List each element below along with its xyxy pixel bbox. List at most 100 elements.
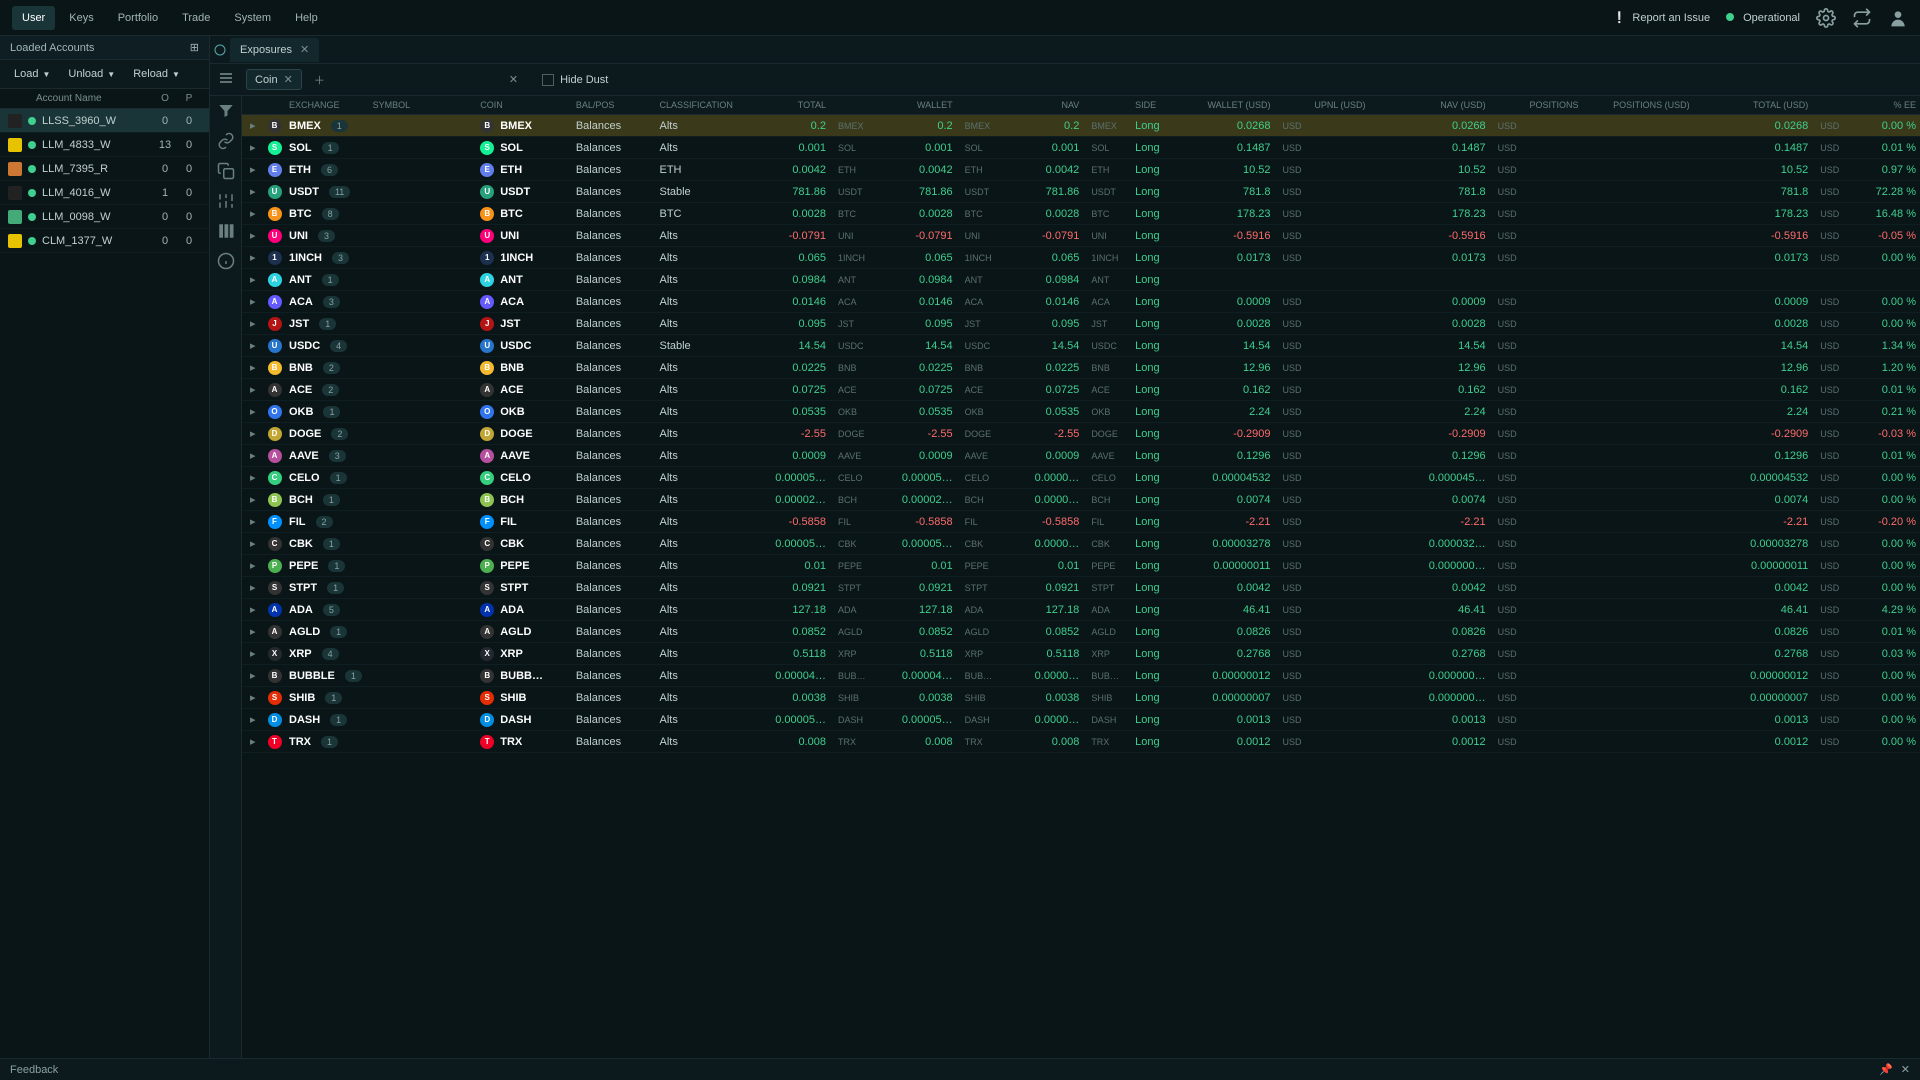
hide-dust-toggle[interactable]: Hide Dust: [542, 74, 608, 86]
col-header[interactable]: BAL/POS: [572, 96, 656, 115]
checkbox-icon[interactable]: [542, 74, 554, 86]
expand-icon[interactable]: ▸: [242, 687, 264, 709]
table-row[interactable]: ▸ 1 1INCH3 11INCH Balances Alts 0.065 1I…: [242, 247, 1920, 269]
table-row[interactable]: ▸ C CELO1 CCELO Balances Alts 0.00005… C…: [242, 467, 1920, 489]
expand-icon[interactable]: ▸: [242, 577, 264, 599]
table-row[interactable]: ▸ S SOL1 SSOL Balances Alts 0.001 SOL 0.…: [242, 137, 1920, 159]
info-icon[interactable]: [217, 252, 235, 270]
menu-item-system[interactable]: System: [224, 6, 281, 30]
report-issue-link[interactable]: ❕ Report an Issue: [1613, 11, 1710, 24]
col-header[interactable]: [1275, 96, 1311, 115]
account-row[interactable]: LLM_7395_R 0 0: [0, 157, 209, 181]
table-row[interactable]: ▸ J JST1 JJST Balances Alts 0.095 JST 0.…: [242, 313, 1920, 335]
table-row[interactable]: ▸ U UNI3 UUNI Balances Alts -0.0791 UNI …: [242, 225, 1920, 247]
close-icon[interactable]: ✕: [300, 43, 309, 56]
columns-icon[interactable]: [217, 222, 235, 240]
copy-icon[interactable]: [217, 162, 235, 180]
expand-icon[interactable]: ▸: [242, 665, 264, 687]
col-header[interactable]: POSITIONS: [1525, 96, 1609, 115]
table-row[interactable]: ▸ P PEPE1 PPEPE Balances Alts 0.01 PEPE …: [242, 555, 1920, 577]
reload-button[interactable]: Reload ▼: [125, 64, 188, 84]
link-icon[interactable]: [217, 132, 235, 150]
col-header[interactable]: TOTAL: [751, 96, 830, 115]
table-row[interactable]: ▸ T TRX1 TTRX Balances Alts 0.008 TRX 0.…: [242, 731, 1920, 753]
table-row[interactable]: ▸ X XRP4 XXRP Balances Alts 0.5118 XRP 0…: [242, 643, 1920, 665]
expand-icon[interactable]: ▸: [242, 621, 264, 643]
filter-icon[interactable]: [217, 102, 235, 120]
sidebar-menu-icon[interactable]: ⊞: [190, 41, 199, 54]
expand-icon[interactable]: ▸: [242, 115, 264, 137]
col-header[interactable]: [1812, 96, 1848, 115]
expand-icon[interactable]: ▸: [242, 137, 264, 159]
menu-item-trade[interactable]: Trade: [172, 6, 220, 30]
feedback-link[interactable]: Feedback: [10, 1064, 58, 1076]
col-header[interactable]: [1490, 96, 1526, 115]
col-header[interactable]: % EE: [1848, 96, 1920, 115]
expand-icon[interactable]: ▸: [242, 379, 264, 401]
table-row[interactable]: ▸ U USDC4 UUSDC Balances Stable 14.54 US…: [242, 335, 1920, 357]
expand-icon[interactable]: ▸: [242, 467, 264, 489]
col-header[interactable]: WALLET: [878, 96, 957, 115]
table-row[interactable]: ▸ B BCH1 BBCH Balances Alts 0.00002… BCH…: [242, 489, 1920, 511]
table-row[interactable]: ▸ A ACE2 AACE Balances Alts 0.0725 ACE 0…: [242, 379, 1920, 401]
col-header[interactable]: EXCHANGE: [285, 96, 369, 115]
col-header[interactable]: NAV (USD): [1394, 96, 1490, 115]
col-header[interactable]: NAV: [1004, 96, 1083, 115]
table-row[interactable]: ▸ B BNB2 BBNB Balances Alts 0.0225 BNB 0…: [242, 357, 1920, 379]
table-row[interactable]: ▸ F FIL2 FFIL Balances Alts -0.5858 FIL …: [242, 511, 1920, 533]
clear-search-icon[interactable]: ✕: [509, 73, 518, 86]
menu-item-keys[interactable]: Keys: [59, 6, 103, 30]
expand-icon[interactable]: ▸: [242, 357, 264, 379]
table-row[interactable]: ▸ B BUBBLE1 BBUBB… Balances Alts 0.00004…: [242, 665, 1920, 687]
expand-icon[interactable]: ▸: [242, 313, 264, 335]
col-header[interactable]: [242, 96, 264, 115]
settings-icon[interactable]: [1816, 8, 1836, 28]
expand-icon[interactable]: ▸: [242, 159, 264, 181]
search-input[interactable]: [337, 72, 517, 87]
expand-icon[interactable]: ▸: [242, 511, 264, 533]
tab-exposures[interactable]: Exposures ✕: [230, 38, 319, 62]
sliders-icon[interactable]: [217, 192, 235, 210]
account-row[interactable]: LLM_4833_W 13 0: [0, 133, 209, 157]
col-header[interactable]: SIDE: [1131, 96, 1179, 115]
expand-icon[interactable]: ▸: [242, 599, 264, 621]
expand-icon[interactable]: ▸: [242, 291, 264, 313]
table-row[interactable]: ▸ B BMEX1 BBMEX Balances Alts 0.2 BMEX 0…: [242, 115, 1920, 137]
expand-icon[interactable]: ▸: [242, 269, 264, 291]
col-header[interactable]: WALLET (USD): [1179, 96, 1275, 115]
expand-icon[interactable]: ▸: [242, 643, 264, 665]
col-header[interactable]: SYMBOL: [369, 96, 477, 115]
col-header[interactable]: CLASSIFICATION: [655, 96, 751, 115]
table-scroll[interactable]: EXCHANGESYMBOLCOINBAL/POSCLASSIFICATIONT…: [242, 96, 1920, 1058]
account-row[interactable]: LLM_4016_W 1 0: [0, 181, 209, 205]
col-header[interactable]: UPNL (USD): [1310, 96, 1394, 115]
expand-icon[interactable]: ▸: [242, 533, 264, 555]
user-icon[interactable]: [1888, 8, 1908, 28]
expand-icon[interactable]: ▸: [242, 181, 264, 203]
expand-icon[interactable]: ▸: [242, 555, 264, 577]
table-row[interactable]: ▸ A ADA5 AADA Balances Alts 127.18 ADA 1…: [242, 599, 1920, 621]
col-header[interactable]: [957, 96, 1005, 115]
table-row[interactable]: ▸ A ACA3 AACA Balances Alts 0.0146 ACA 0…: [242, 291, 1920, 313]
footer-pin-icon[interactable]: 📌: [1879, 1063, 1893, 1076]
expand-icon[interactable]: ▸: [242, 731, 264, 753]
menu-item-portfolio[interactable]: Portfolio: [108, 6, 168, 30]
col-header[interactable]: COIN: [476, 96, 572, 115]
table-row[interactable]: ▸ E ETH6 EETH Balances ETH 0.0042 ETH 0.…: [242, 159, 1920, 181]
col-header[interactable]: [830, 96, 878, 115]
table-row[interactable]: ▸ D DASH1 DDASH Balances Alts 0.00005… D…: [242, 709, 1920, 731]
expand-icon[interactable]: ▸: [242, 445, 264, 467]
table-row[interactable]: ▸ C CBK1 CCBK Balances Alts 0.00005… CBK…: [242, 533, 1920, 555]
expand-icon[interactable]: ▸: [242, 423, 264, 445]
col-header[interactable]: [264, 96, 286, 115]
col-header[interactable]: TOTAL (USD): [1717, 96, 1813, 115]
tab-nav-icon[interactable]: [214, 44, 226, 56]
add-filter-icon[interactable]: ＋: [314, 72, 325, 88]
filter-chip-coin[interactable]: Coin ✕: [246, 69, 302, 90]
expand-icon[interactable]: ▸: [242, 709, 264, 731]
col-header[interactable]: POSITIONS (USD): [1609, 96, 1717, 115]
table-row[interactable]: ▸ A ANT1 AANT Balances Alts 0.0984 ANT 0…: [242, 269, 1920, 291]
expand-icon[interactable]: ▸: [242, 247, 264, 269]
table-row[interactable]: ▸ S STPT1 SSTPT Balances Alts 0.0921 STP…: [242, 577, 1920, 599]
load-button[interactable]: Load ▼: [6, 64, 58, 84]
